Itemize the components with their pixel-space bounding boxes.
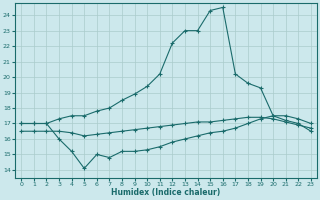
X-axis label: Humidex (Indice chaleur): Humidex (Indice chaleur) [111,188,221,197]
